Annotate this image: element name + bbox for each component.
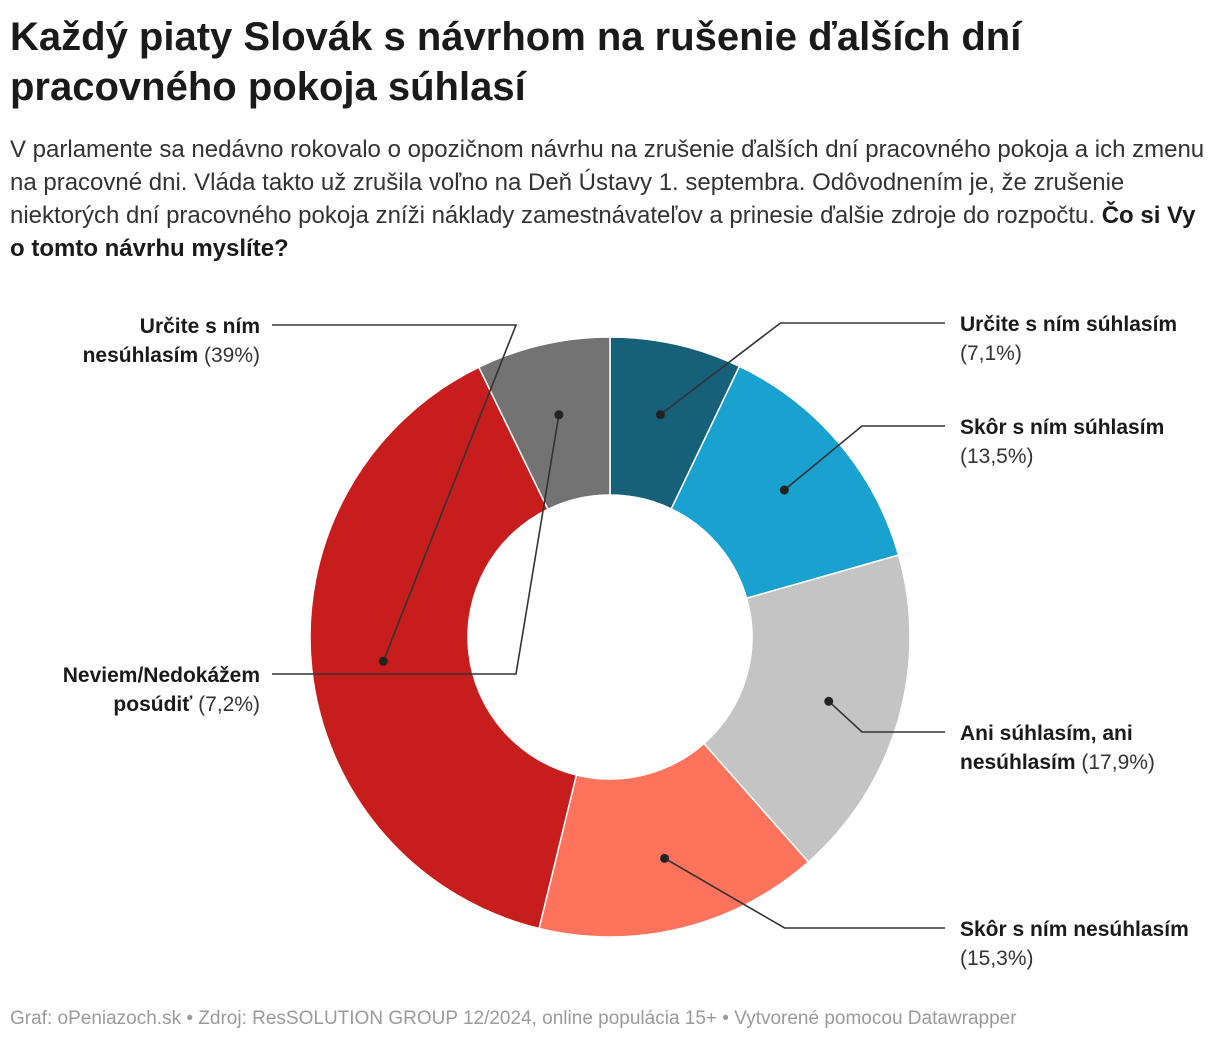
chart-footer: Graf: oPeniazoch.sk • Zdroj: ResSOLUTION…: [10, 1008, 1017, 1029]
donut-chart: Určite s ním súhlasím (7,1%) Skôr s ním sú…: [63, 313, 1189, 970]
label-value: (15,3%): [960, 947, 1034, 970]
chart-description: V parlamente sa nedávno rokovalo o opozi…: [10, 133, 1210, 265]
label-neviem-nedokazem-posudit: Neviem/Nedokážem posúdiť (7,2%): [63, 664, 260, 716]
slice-neviem-nedokazem-posudit: [477, 336, 611, 511]
description-text: V parlamente sa nedávno rokovalo o opozi…: [10, 136, 1205, 229]
leader-line-skor-s-nim-suhlasim: [783, 425, 945, 491]
label-skor-s-nim-suhlasim: Skôr s ním súhlasím (13,5%): [960, 416, 1164, 468]
label-value: (39%): [198, 344, 260, 367]
question-text: Čo si Vy o tomto návrhu myslíte?: [10, 202, 1196, 262]
slice-labels: Určite s ním súhlasím (7,1%) Skôr s ním sú…: [63, 313, 1189, 970]
label-value: (17,9%): [1076, 751, 1155, 774]
label-name-line: Určite s ním: [140, 315, 260, 338]
label-name-line: Neviem/Nedokážem: [63, 664, 260, 687]
leader-line-urcite-s-nim-nesuhlasim: [272, 324, 518, 662]
label-urcite-s-nim-suhlasim: Určite s ním súhlasím (7,1%): [960, 313, 1177, 365]
leader-dot-neviem-nedokazem-posudit: [554, 410, 564, 420]
leader-dot-ani-suhlasim-ani-nesuhlasim: [824, 696, 834, 706]
label-name-line: posúdiť: [113, 693, 193, 716]
donut-slices: [309, 336, 911, 938]
label-name-line: Skôr s ním súhlasím: [960, 416, 1164, 439]
leader-dot-urcite-s-nim-suhlasim: [655, 410, 665, 420]
slice-urcite-s-nim-nesuhlasim: [309, 366, 578, 930]
leader-line-ani-suhlasim-ani-nesuhlasim: [828, 700, 945, 733]
leader-lines: [272, 322, 945, 929]
label-urcite-s-nim-nesuhlasim: Určite s ním nesúhlasím (39%): [83, 315, 260, 367]
label-name-line: Určite s ním súhlasím: [960, 313, 1177, 336]
slice-skor-s-nim-suhlasim: [670, 365, 900, 600]
leader-dot-skor-s-nim-nesuhlasim: [660, 853, 670, 863]
label-ani-suhlasim-ani-nesuhlasim: Ani súhlasím, ani nesúhlasím (17,9%): [960, 722, 1155, 774]
leader-line-skor-s-nim-nesuhlasim: [664, 857, 945, 929]
label-name-line: nesúhlasím: [960, 751, 1076, 774]
label-name-line: Skôr s ním nesúhlasím: [960, 918, 1189, 941]
leader-dot-skor-s-nim-suhlasim: [779, 485, 789, 495]
label-value: (7,1%): [960, 342, 1022, 365]
label-name-line: Ani súhlasím, ani: [960, 722, 1133, 745]
slice-skor-s-nim-nesuhlasim: [538, 742, 810, 938]
leader-dot-urcite-s-nim-nesuhlasim: [378, 656, 388, 666]
leader-line-urcite-s-nim-suhlasim: [659, 322, 945, 416]
chart-title: Každý piaty Slovák s návrhom na rušenie …: [10, 15, 1022, 109]
label-skor-s-nim-nesuhlasim: Skôr s ním nesúhlasím (15,3%): [960, 918, 1189, 970]
label-value: (13,5%): [960, 445, 1034, 468]
leader-line-neviem-nedokazem-posudit: [272, 414, 560, 675]
slice-ani-suhlasim-ani-nesuhlasim: [702, 554, 911, 864]
label-value: (7,2%): [192, 693, 260, 716]
label-name-line: nesúhlasím: [83, 344, 199, 367]
